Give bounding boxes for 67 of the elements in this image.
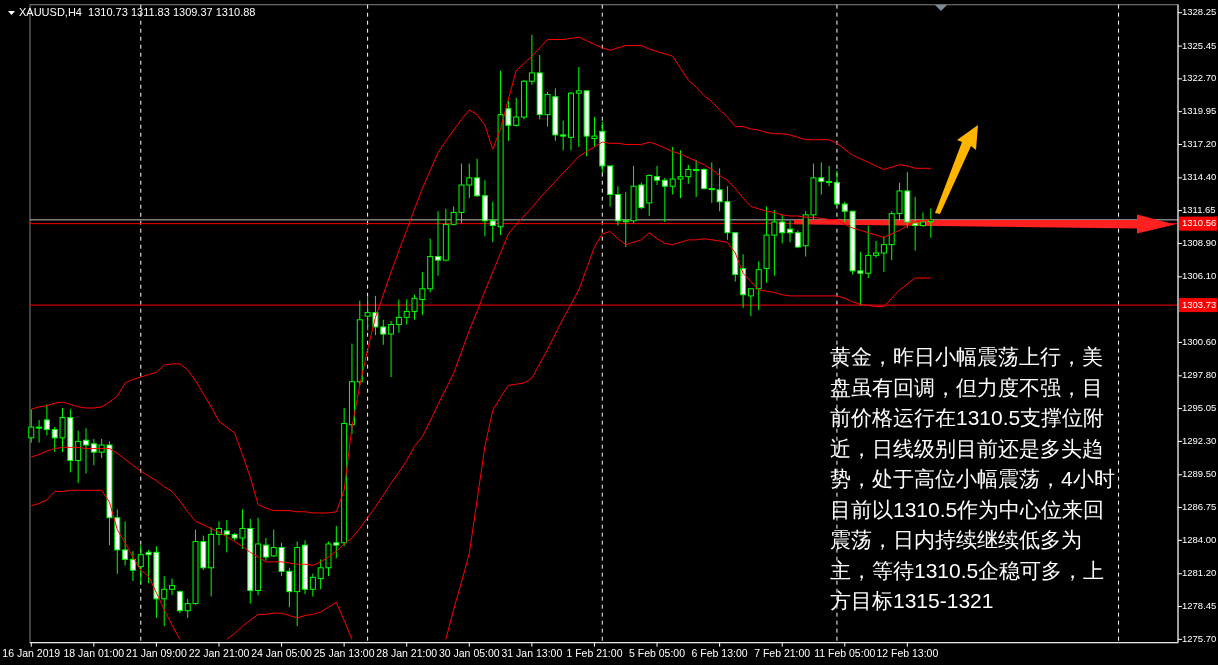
candlestick — [176, 589, 183, 614]
x-tick-label: 30 Jan 05:00 — [438, 646, 500, 659]
y-tick-label: 1306.10 — [1182, 270, 1217, 282]
candlestick — [169, 578, 176, 596]
y-tick-label: 1278.45 — [1182, 600, 1217, 612]
candlestick — [474, 158, 481, 198]
candlestick — [83, 427, 90, 475]
y-tick-label: 1295.05 — [1182, 402, 1217, 414]
candlestick — [787, 220, 794, 243]
ref-line-label: 1310.56 — [1182, 217, 1217, 229]
x-tick-label: 24 Jan 05:00 — [251, 646, 313, 659]
x-tick-label: 22 Jan 21:00 — [188, 646, 250, 659]
y-tick-label: 1284.00 — [1182, 533, 1217, 545]
y-tick-label: 1281.20 — [1182, 567, 1217, 579]
y-tick-label: 1308.90 — [1182, 236, 1217, 248]
x-tick-label: 28 Jan 21:00 — [376, 646, 438, 659]
candlestick — [661, 177, 668, 223]
x-tick-label: 5 Feb 05:00 — [629, 646, 686, 659]
y-tick-label: 1289.50 — [1182, 468, 1217, 480]
candlestick — [28, 408, 35, 444]
candlestick — [395, 298, 402, 334]
candlestick — [560, 120, 567, 151]
x-tick-label: 16 Jan 2019 — [2, 646, 61, 659]
x-tick-label: 6 Feb 13:00 — [691, 646, 748, 659]
candlestick — [388, 320, 395, 378]
y-tick-label: 1314.40 — [1182, 171, 1217, 183]
x-tick-label: 31 Jan 13:00 — [501, 646, 563, 659]
y-tick-label: 1322.70 — [1182, 72, 1217, 84]
ref-line-label: 1303.73 — [1182, 298, 1217, 310]
candlestick — [309, 573, 316, 597]
candlestick — [129, 550, 136, 582]
y-tick-label: 1311.65 — [1182, 204, 1216, 216]
candlestick — [528, 34, 535, 86]
candlestick — [262, 537, 269, 562]
candlestick — [700, 167, 707, 191]
x-tick-label: 25 Jan 13:00 — [313, 646, 375, 659]
candlestick — [833, 170, 840, 206]
y-tick-label: 1328.25 — [1182, 6, 1217, 18]
candlestick — [43, 403, 50, 436]
y-tick-label: 1325.45 — [1182, 39, 1217, 51]
candlestick — [755, 260, 762, 311]
candlestick — [747, 288, 754, 317]
y-tick-label: 1286.75 — [1182, 501, 1217, 513]
y-tick-label: 1300.60 — [1182, 335, 1217, 347]
x-tick-label: 21 Jan 09:00 — [126, 646, 187, 659]
candlestick — [36, 419, 43, 444]
y-tick-label: 1297.80 — [1182, 369, 1217, 381]
y-tick-label: 1275.70 — [1182, 632, 1217, 644]
candlestick — [122, 520, 129, 566]
x-tick-label: 12 Feb 13:00 — [876, 646, 939, 659]
y-tick-label: 1317.20 — [1182, 137, 1217, 149]
candlestick — [90, 438, 97, 466]
candlestick — [880, 235, 887, 273]
candlestick — [693, 159, 700, 198]
x-tick-label: 1 Feb 21:00 — [566, 646, 623, 659]
chart-title: XAUUSD,H4 1310.73 1311.83 1309.37 1310.88 — [19, 6, 256, 18]
y-tick-label: 1292.30 — [1182, 434, 1217, 446]
candlestick — [826, 165, 833, 187]
y-tick-label: 1319.95 — [1182, 105, 1217, 117]
x-tick-label: 18 Jan 01:00 — [63, 646, 125, 659]
x-tick-label: 11 Feb 05:00 — [814, 646, 876, 659]
x-tick-label: 7 Feb 21:00 — [754, 646, 811, 659]
text: 黄金，昨日小幅震荡上行，美盘虽有回调，但力度不强，目前价格运行在1310.5支撑位附近，日线级别目前还是多头趋势，处于高位小幅震荡，4小时目前以1310.5作为中心位来回震荡，日内持续继续低多为主，等待1310.5企稳可多，上方目标1315-1321 — [830, 345, 1115, 612]
candlestick — [654, 165, 661, 186]
candlestick — [873, 240, 880, 259]
candlestick — [919, 211, 926, 228]
candlestick — [435, 210, 442, 277]
